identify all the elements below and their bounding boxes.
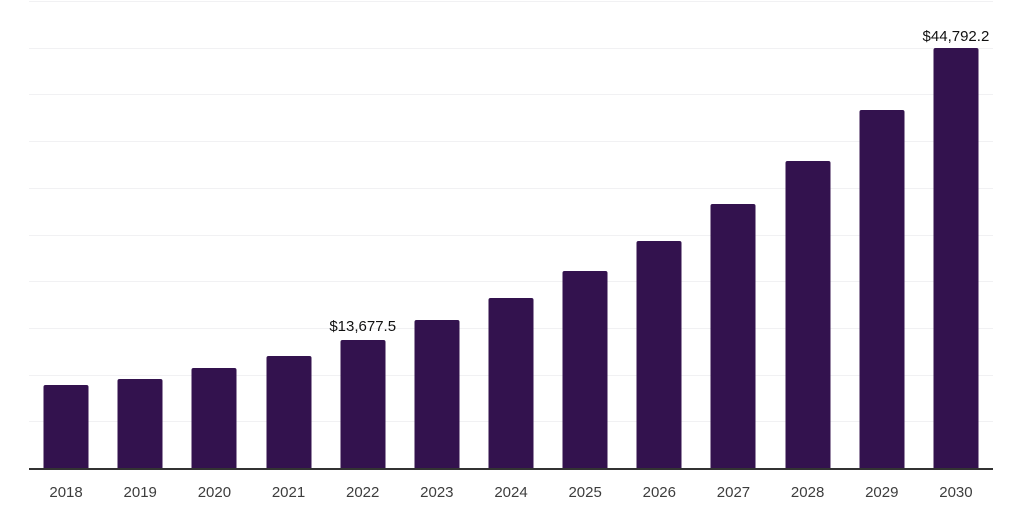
bar-2030 <box>933 47 979 468</box>
x-tick-2026: 2026 <box>642 484 676 501</box>
data-label-2030: $44,792.2 <box>922 27 990 45</box>
gridline <box>29 1 993 2</box>
data-label-2022: $13,677.5 <box>329 318 397 336</box>
x-tick-2020: 2020 <box>197 484 232 501</box>
gridline <box>29 187 993 189</box>
bar-2019 <box>117 378 163 468</box>
x-tick-2029: 2029 <box>865 484 899 501</box>
gridline <box>29 234 993 236</box>
x-tick-2025: 2025 <box>568 484 602 501</box>
bar-2028 <box>785 160 831 468</box>
x-tick-2023: 2023 <box>420 484 454 501</box>
gridline <box>29 94 993 96</box>
bar-2018 <box>43 384 89 468</box>
x-tick-2028: 2028 <box>790 484 825 501</box>
x-axis-labels: 2018 2019 2020 2021 2022 2023 2024 2025 2026 2027… <box>29 485 993 505</box>
bar-2020 <box>191 367 237 468</box>
bar-2021 <box>266 355 312 468</box>
bar-2029 <box>859 109 905 468</box>
plot-area: $13,677.5 $44,792.2 <box>29 1 993 470</box>
x-tick-2030: 2030 <box>939 484 973 501</box>
gridline <box>29 281 993 283</box>
x-tick-2024: 2024 <box>494 484 528 501</box>
x-tick-2018: 2018 <box>49 484 83 501</box>
bar-2025 <box>562 271 608 468</box>
x-tick-2027: 2027 <box>716 484 751 501</box>
bar-2027 <box>710 203 756 468</box>
bar-2026 <box>636 240 682 468</box>
bar-2024 <box>488 297 534 468</box>
gridline <box>29 47 993 49</box>
x-tick-2019: 2019 <box>123 484 157 501</box>
x-tick-2022: 2022 <box>346 484 380 501</box>
bar-2022 <box>340 339 386 468</box>
x-tick-2021: 2021 <box>271 484 306 501</box>
gridline <box>29 141 993 143</box>
bar-2023 <box>414 320 460 468</box>
